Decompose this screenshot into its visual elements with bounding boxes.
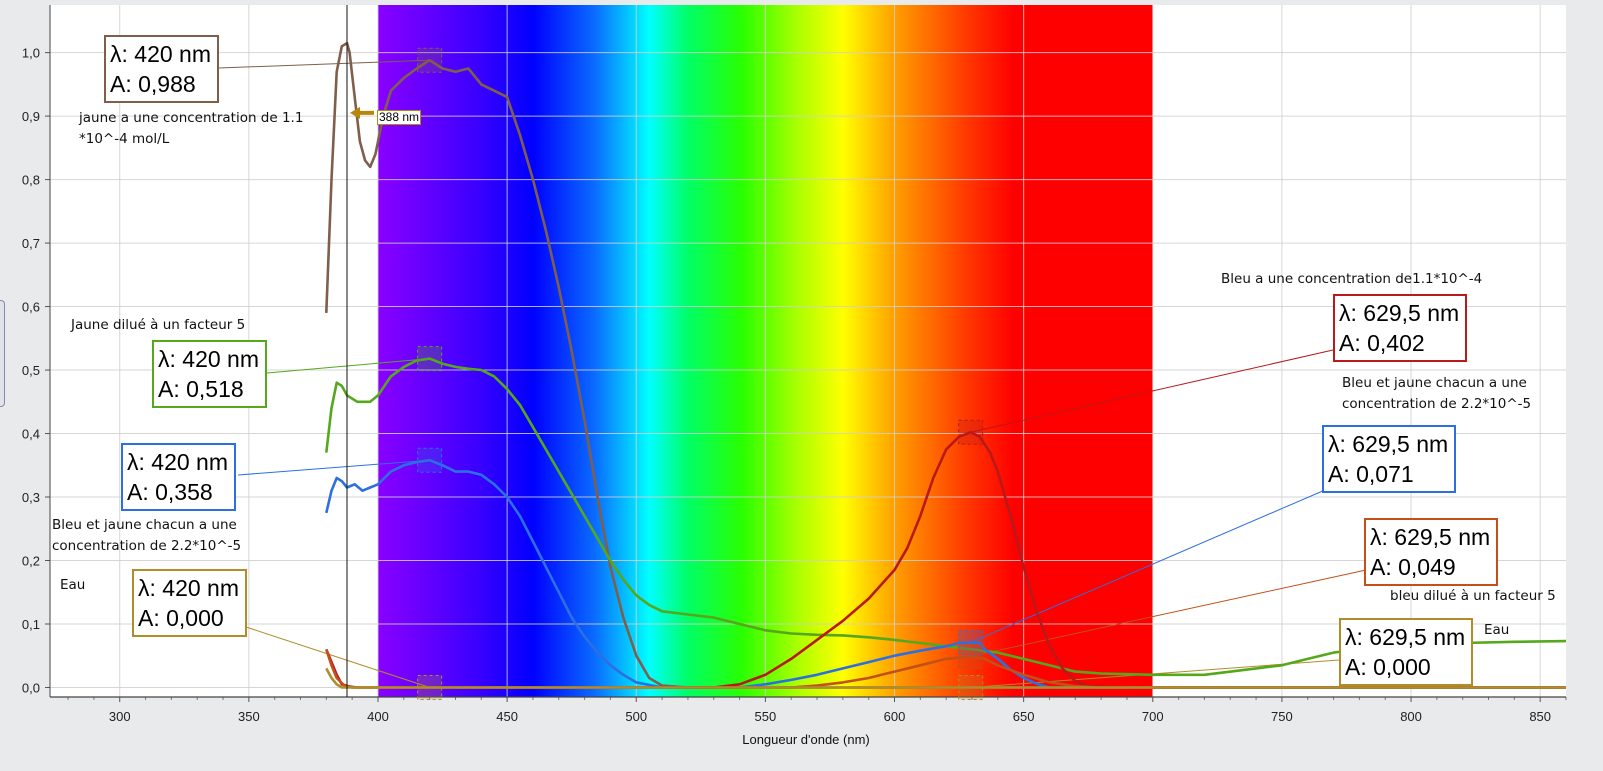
data-marker [958, 419, 984, 445]
x-tick-label: 550 [755, 709, 777, 724]
note-text: Jaune dilué à un facteur 5 [71, 317, 246, 333]
note-text: Bleu et jaune chacun a une concentration… [52, 517, 242, 554]
note-text: jaune a une concentration de 1.1 *10^-4 … [79, 110, 304, 147]
grid [50, 5, 1566, 697]
cursor-arrow-icon [350, 106, 375, 119]
annotation-absorbance: A: 0,988 [110, 71, 196, 97]
data-marker [958, 629, 984, 655]
y-tick-label: 1,0 [22, 46, 40, 61]
annotation-leader-line [245, 626, 430, 688]
annotation-box[interactable]: λ: 629,5 nm A: 0,071 [1322, 425, 1457, 493]
annotation-leader-line [237, 459, 430, 476]
y-tick-label: 0,5 [22, 363, 40, 378]
annotation-absorbance: A: 0,071 [1328, 461, 1414, 487]
panel-resize-handle[interactable] [0, 300, 5, 407]
note-text: Eau [60, 577, 86, 593]
x-axis-label: Longueur d'onde (nm) [742, 732, 870, 747]
x-tick-label: 800 [1400, 709, 1422, 724]
note-text: Bleu a une concentration de1.1*10^-4 [1221, 271, 1483, 287]
cursor-group[interactable] [346, 5, 375, 697]
x-tick-label: 600 [884, 709, 906, 724]
annotation-leader-line [218, 59, 430, 69]
annotation-absorbance: A: 0,049 [1370, 554, 1456, 580]
x-tick-label: 300 [109, 709, 131, 724]
annotation-box[interactable]: λ: 420 nm A: 0,518 [152, 340, 267, 408]
markers-group [417, 47, 984, 700]
annotation-wavelength: λ: 420 nm [127, 449, 228, 475]
series-line [325, 41, 1566, 689]
annotation-leader-line [970, 349, 1334, 433]
annotation-box[interactable]: λ: 420 nm A: 0,358 [121, 443, 236, 511]
series-line [325, 458, 1566, 689]
annotation-box[interactable]: λ: 420 nm A: 0,000 [132, 569, 247, 637]
x-tick-label: 750 [1271, 709, 1293, 724]
x-tick-label: 350 [238, 709, 260, 724]
annotation-leader-line [266, 358, 430, 374]
annotation-leader-line [970, 569, 1367, 657]
y-tick-label: 0,6 [22, 300, 40, 315]
x-tick-label: 700 [1142, 709, 1164, 724]
annotation-wavelength: λ: 420 nm [138, 575, 239, 601]
annotation-box[interactable]: λ: 629,5 nm A: 0,000 [1339, 618, 1474, 686]
annotation-absorbance: A: 0,402 [1339, 330, 1425, 356]
annotation-wavelength: λ: 629,5 nm [1345, 624, 1466, 650]
annotation-wavelength: λ: 420 nm [110, 41, 211, 67]
annotation-wavelength: λ: 629,5 nm [1328, 431, 1449, 457]
series-line [325, 357, 1567, 677]
data-marker [417, 674, 443, 700]
y-tick-label: 0,0 [22, 680, 40, 695]
annotation-absorbance: A: 0,000 [138, 605, 224, 631]
annotation-absorbance: A: 0,518 [158, 376, 244, 402]
annotation-wavelength: λ: 420 nm [158, 346, 259, 372]
note-text: Eau [1484, 622, 1510, 638]
x-tick-label: 850 [1529, 709, 1551, 724]
y-tick-label: 0,9 [22, 109, 40, 124]
data-marker [417, 47, 443, 73]
y-tick-label: 0,7 [22, 236, 40, 251]
data-marker [958, 674, 984, 700]
x-tick-label: 650 [1013, 709, 1035, 724]
data-marker [958, 643, 984, 669]
y-tick-label: 0,1 [22, 617, 40, 632]
data-marker [417, 346, 443, 372]
y-tick-label: 0,2 [22, 554, 40, 569]
x-tick-label: 450 [496, 709, 518, 724]
annotation-wavelength: λ: 629,5 nm [1370, 524, 1491, 550]
y-tick-label: 0,3 [22, 490, 40, 505]
axes: 300 350 400 450 500 550 600 650 700 750 800 850 0,0 0… [22, 5, 1567, 724]
data-marker [417, 447, 443, 473]
annotation-box[interactable]: λ: 629,5 nm A: 0,402 [1333, 294, 1468, 362]
annotation-leader-line [970, 489, 1326, 643]
series-line [325, 667, 1566, 689]
note-text: Bleu et jaune chacun a une concentration… [1342, 375, 1532, 412]
x-tick-label: 500 [625, 709, 647, 724]
cursor-value-label: 388 nm [377, 110, 422, 125]
x-tick-label: 400 [367, 709, 389, 724]
annotation-box[interactable]: λ: 629,5 nm A: 0,049 [1364, 518, 1499, 586]
y-tick-label: 0,8 [22, 173, 40, 188]
note-text: bleu dilué à un facteur 5 [1390, 588, 1556, 604]
y-tick-label: 0,4 [22, 427, 40, 442]
annotation-box[interactable]: λ: 420 nm A: 0,988 [104, 35, 219, 103]
annotation-absorbance: A: 0,358 [127, 479, 213, 505]
annotation-absorbance: A: 0,000 [1345, 654, 1431, 680]
annotation-wavelength: λ: 629,5 nm [1339, 300, 1460, 326]
